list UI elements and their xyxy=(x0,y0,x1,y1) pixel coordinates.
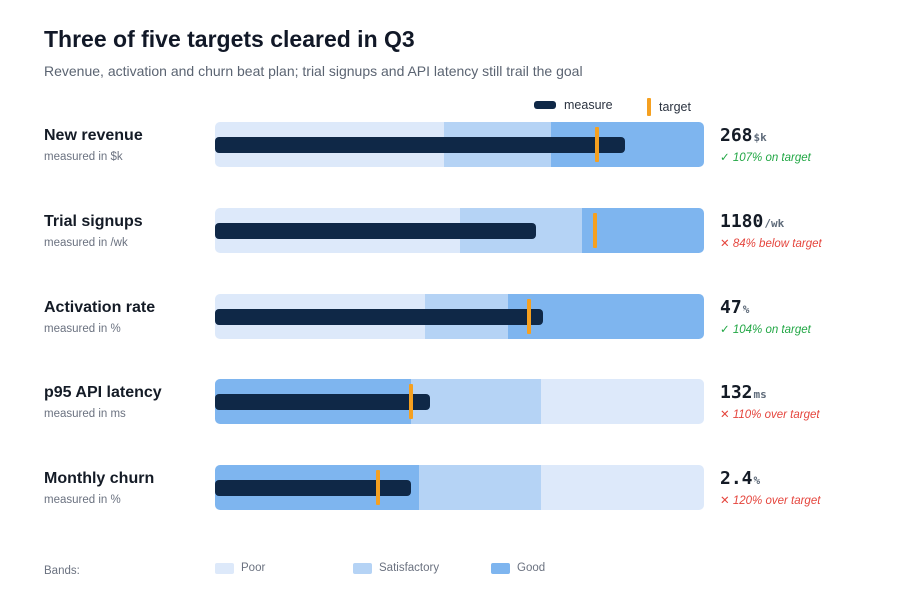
bands-caption: Bands: xyxy=(44,565,80,577)
target-marker xyxy=(593,213,598,248)
metric-value-number: 132 xyxy=(720,382,753,403)
metric-status: ✕ 110% over target xyxy=(720,409,820,421)
metric-value-unit: ms xyxy=(753,388,767,401)
band-legend-item: Good xyxy=(491,562,545,574)
target-marker xyxy=(376,470,380,505)
band-satisfactory xyxy=(418,465,541,510)
target-marker xyxy=(595,127,600,162)
metric-value: 47% xyxy=(720,297,749,318)
metric-name: New revenue xyxy=(44,127,143,144)
chart-title: Three of five targets cleared in Q3 xyxy=(44,26,415,52)
band-satisfactory xyxy=(410,379,541,424)
band-poor xyxy=(541,379,704,424)
metric-unit-label: measured in % xyxy=(44,494,121,506)
metric-value-unit: % xyxy=(742,303,750,316)
metric-value-unit: $k xyxy=(753,131,767,144)
metric-value: 2.4% xyxy=(720,468,760,489)
bullet-track xyxy=(215,379,704,424)
metric-value-unit: /wk xyxy=(764,217,785,230)
metric-status: ✓ 104% on target xyxy=(720,324,811,336)
metric-value: 1180/wk xyxy=(720,211,784,232)
metric-value: 132 ms xyxy=(720,382,767,403)
metric-status: ✕ 84% below target xyxy=(720,238,822,250)
measure-bar xyxy=(215,309,544,325)
metric-name: Monthly churn xyxy=(44,470,155,487)
metric-value-number: 1180 xyxy=(720,211,764,232)
band-legend-item: Satisfactory xyxy=(353,562,439,574)
target-marker xyxy=(408,384,413,419)
chart-subtitle: Revenue, activation and churn beat plan;… xyxy=(44,63,583,79)
metric-value-number: 268 xyxy=(720,125,753,146)
metric-status: ✓ 107% on target xyxy=(720,152,811,164)
metric-name: Trial signups xyxy=(44,213,143,230)
band-good xyxy=(581,208,704,253)
band-legend-label: Satisfactory xyxy=(379,562,440,574)
band-poor xyxy=(541,465,704,510)
metric-value: 268 $k xyxy=(720,125,767,146)
legend-target-label: target xyxy=(659,100,691,114)
band-swatch-icon xyxy=(215,562,234,574)
measure-bar xyxy=(215,137,625,153)
band-legend-item: Poor xyxy=(215,562,265,574)
band-swatch-icon xyxy=(353,562,372,574)
metric-value-number: 47 xyxy=(720,297,742,318)
measure-bar xyxy=(215,223,536,239)
metric-value-number: 2.4 xyxy=(720,468,753,489)
legend-measure-label: measure xyxy=(564,98,613,112)
metric-unit-label: measured in /wk xyxy=(44,237,128,249)
target-marker xyxy=(527,299,532,334)
bullet-track xyxy=(215,122,704,167)
measure-bar xyxy=(215,480,411,496)
metric-name: p95 API latency xyxy=(44,384,162,401)
band-swatch-icon xyxy=(491,562,510,574)
metric-value-unit: % xyxy=(753,474,761,487)
metric-unit-label: measured in % xyxy=(44,323,121,335)
legend-measure: measure xyxy=(534,98,613,112)
target-swatch-icon xyxy=(647,98,651,116)
metric-unit-label: measured in ms xyxy=(44,408,126,420)
measure-bar xyxy=(215,394,431,410)
metric-unit-label: measured in $k xyxy=(44,151,123,163)
metric-name: Activation rate xyxy=(44,299,156,316)
metric-status: ✕ 120% over target xyxy=(720,495,821,507)
measure-swatch-icon xyxy=(534,101,556,109)
band-legend-label: Good xyxy=(517,562,546,574)
legend-target: target xyxy=(647,98,691,116)
bullet-track xyxy=(215,465,704,510)
band-legend-label: Poor xyxy=(241,562,266,574)
bullet-track xyxy=(215,294,704,339)
bullet-track xyxy=(215,208,704,253)
